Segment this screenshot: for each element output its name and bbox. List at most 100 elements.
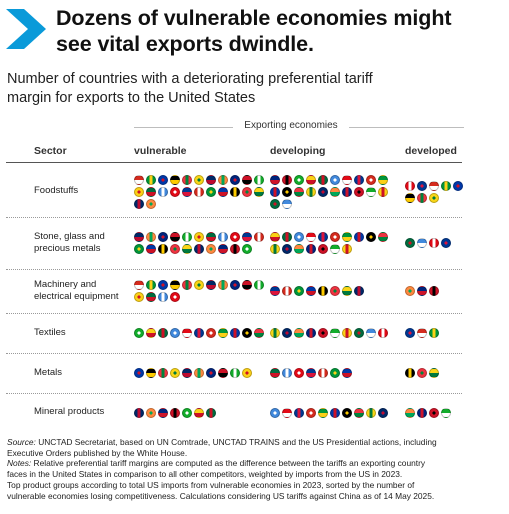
sector-label-line: Stone, glass and — [34, 230, 105, 242]
header-underline — [6, 162, 462, 163]
country-flag-icon — [417, 407, 427, 418]
country-flag-icon — [242, 174, 252, 185]
flag-group-developing — [270, 407, 398, 418]
country-flag-icon — [342, 407, 352, 418]
country-flag-icon — [378, 186, 388, 197]
notes-line-2: faces in the United States in comparison… — [7, 469, 403, 480]
country-flag-icon — [318, 244, 328, 254]
country-flag-icon — [318, 328, 328, 338]
country-flag-icon — [158, 368, 168, 378]
flag-group-developed — [405, 328, 463, 338]
country-flag-icon — [134, 232, 144, 242]
sector-label: Foodstuffs — [34, 185, 124, 198]
flag-group-developed — [405, 407, 463, 418]
country-flag-icon — [366, 328, 376, 338]
country-flag-icon — [254, 328, 264, 338]
country-flag-icon — [146, 186, 156, 197]
sector-label: Metals — [34, 367, 124, 380]
country-flag-icon — [218, 186, 228, 197]
country-flag-icon — [182, 174, 192, 185]
country-flag-icon — [330, 186, 340, 197]
country-flag-icon — [206, 368, 216, 378]
country-flag-icon — [429, 286, 439, 296]
country-flag-icon — [405, 192, 415, 203]
country-flag-icon — [282, 328, 292, 338]
notes-text-1: Relative preferential tariff margins are… — [31, 458, 426, 469]
country-flag-icon — [366, 407, 376, 418]
country-flag-icon — [405, 407, 415, 418]
column-header-developed: developed — [405, 145, 457, 157]
notes-label: Notes: — [7, 458, 32, 469]
country-flag-icon — [182, 368, 192, 378]
country-flag-icon — [318, 286, 328, 296]
flag-group-vulnerable — [134, 174, 264, 209]
country-flag-icon — [134, 174, 144, 185]
flag-group-developing — [270, 368, 398, 378]
country-flag-icon — [270, 186, 280, 197]
country-flag-icon — [158, 407, 168, 418]
country-flag-icon — [306, 186, 316, 197]
country-flag-icon — [158, 244, 168, 254]
country-flag-icon — [242, 368, 252, 378]
footer-notes: Source: UNCTAD Secretariat, based on UN … — [7, 437, 505, 501]
country-flag-icon — [182, 232, 192, 242]
country-flag-icon — [294, 286, 304, 296]
country-flag-icon — [270, 286, 280, 296]
country-flag-icon — [306, 328, 316, 338]
country-flag-icon — [242, 244, 252, 254]
country-flag-icon — [170, 328, 180, 338]
country-flag-icon — [206, 232, 216, 242]
country-flag-icon — [342, 286, 352, 296]
country-flag-icon — [306, 368, 316, 378]
country-flag-icon — [405, 180, 415, 191]
country-flag-icon — [342, 244, 352, 254]
country-flag-icon — [194, 328, 204, 338]
source-label: Source: — [7, 437, 36, 447]
country-flag-icon — [182, 280, 192, 290]
country-flag-icon — [306, 232, 316, 242]
country-flag-icon — [306, 244, 316, 254]
country-flag-icon — [170, 292, 180, 302]
country-flag-icon — [282, 174, 292, 185]
country-flag-icon — [282, 186, 292, 197]
country-flag-icon — [282, 198, 292, 209]
country-flag-icon — [270, 407, 280, 418]
country-flag-icon — [270, 244, 280, 254]
country-flag-icon — [330, 174, 340, 185]
country-flag-icon — [417, 238, 427, 248]
country-flag-icon — [342, 174, 352, 185]
country-flag-icon — [282, 244, 292, 254]
column-header-sector: Sector — [34, 145, 67, 157]
country-flag-icon — [146, 328, 156, 338]
country-flag-icon — [342, 232, 352, 242]
row-separator — [6, 393, 462, 394]
country-flag-icon — [206, 186, 216, 197]
row-separator — [6, 313, 462, 314]
country-flag-icon — [417, 328, 427, 338]
country-flag-icon — [146, 280, 156, 290]
country-flag-icon — [306, 174, 316, 185]
country-flag-icon — [429, 407, 439, 418]
country-flag-icon — [270, 368, 280, 378]
country-flag-icon — [282, 368, 292, 378]
country-flag-icon — [158, 174, 168, 185]
country-flag-icon — [242, 280, 252, 290]
flag-group-vulnerable — [134, 280, 264, 302]
country-flag-icon — [330, 244, 340, 254]
sector-label-line: Machinery and — [34, 278, 97, 290]
country-flag-icon — [182, 328, 192, 338]
country-flag-icon — [218, 174, 228, 185]
country-flag-icon — [218, 280, 228, 290]
flag-group-developed — [405, 238, 463, 248]
group-header-label: Exporting economies — [233, 120, 349, 131]
flag-group-developed — [405, 286, 463, 296]
country-flag-icon — [194, 244, 204, 254]
country-flag-icon — [330, 286, 340, 296]
country-flag-icon — [194, 280, 204, 290]
notes-line-3: Top product groups according to total US… — [7, 479, 415, 490]
country-flag-icon — [378, 232, 388, 242]
sector-label: Machinery and electrical equipment — [34, 279, 124, 304]
country-flag-icon — [230, 244, 240, 254]
country-flag-icon — [146, 407, 156, 418]
country-flag-icon — [378, 328, 388, 338]
